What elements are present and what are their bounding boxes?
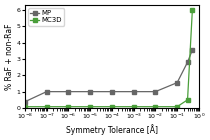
Line: MC3D: MC3D	[23, 8, 194, 108]
MP	[191, 49, 194, 51]
MC3D	[89, 106, 91, 108]
X-axis label: Symmetry Tolerance [Å]: Symmetry Tolerance [Å]	[66, 124, 158, 135]
MP	[186, 61, 189, 63]
MC3D	[24, 106, 26, 108]
MC3D	[67, 106, 70, 108]
MC3D	[176, 106, 178, 108]
MC3D	[191, 9, 194, 11]
MP	[111, 91, 113, 93]
MP	[132, 91, 135, 93]
Legend: MP, MC3D: MP, MC3D	[28, 8, 64, 25]
Line: MP: MP	[23, 48, 194, 103]
MP	[24, 101, 26, 103]
MC3D	[45, 106, 48, 108]
MP	[89, 91, 91, 93]
MC3D	[132, 106, 135, 108]
MC3D	[186, 99, 189, 101]
MP	[45, 91, 48, 93]
MP	[176, 82, 178, 83]
MC3D	[154, 106, 157, 108]
Y-axis label: % RaF + non-RaF: % RaF + non-RaF	[5, 23, 14, 90]
MP	[154, 91, 157, 93]
MC3D	[111, 106, 113, 108]
MP	[67, 91, 70, 93]
